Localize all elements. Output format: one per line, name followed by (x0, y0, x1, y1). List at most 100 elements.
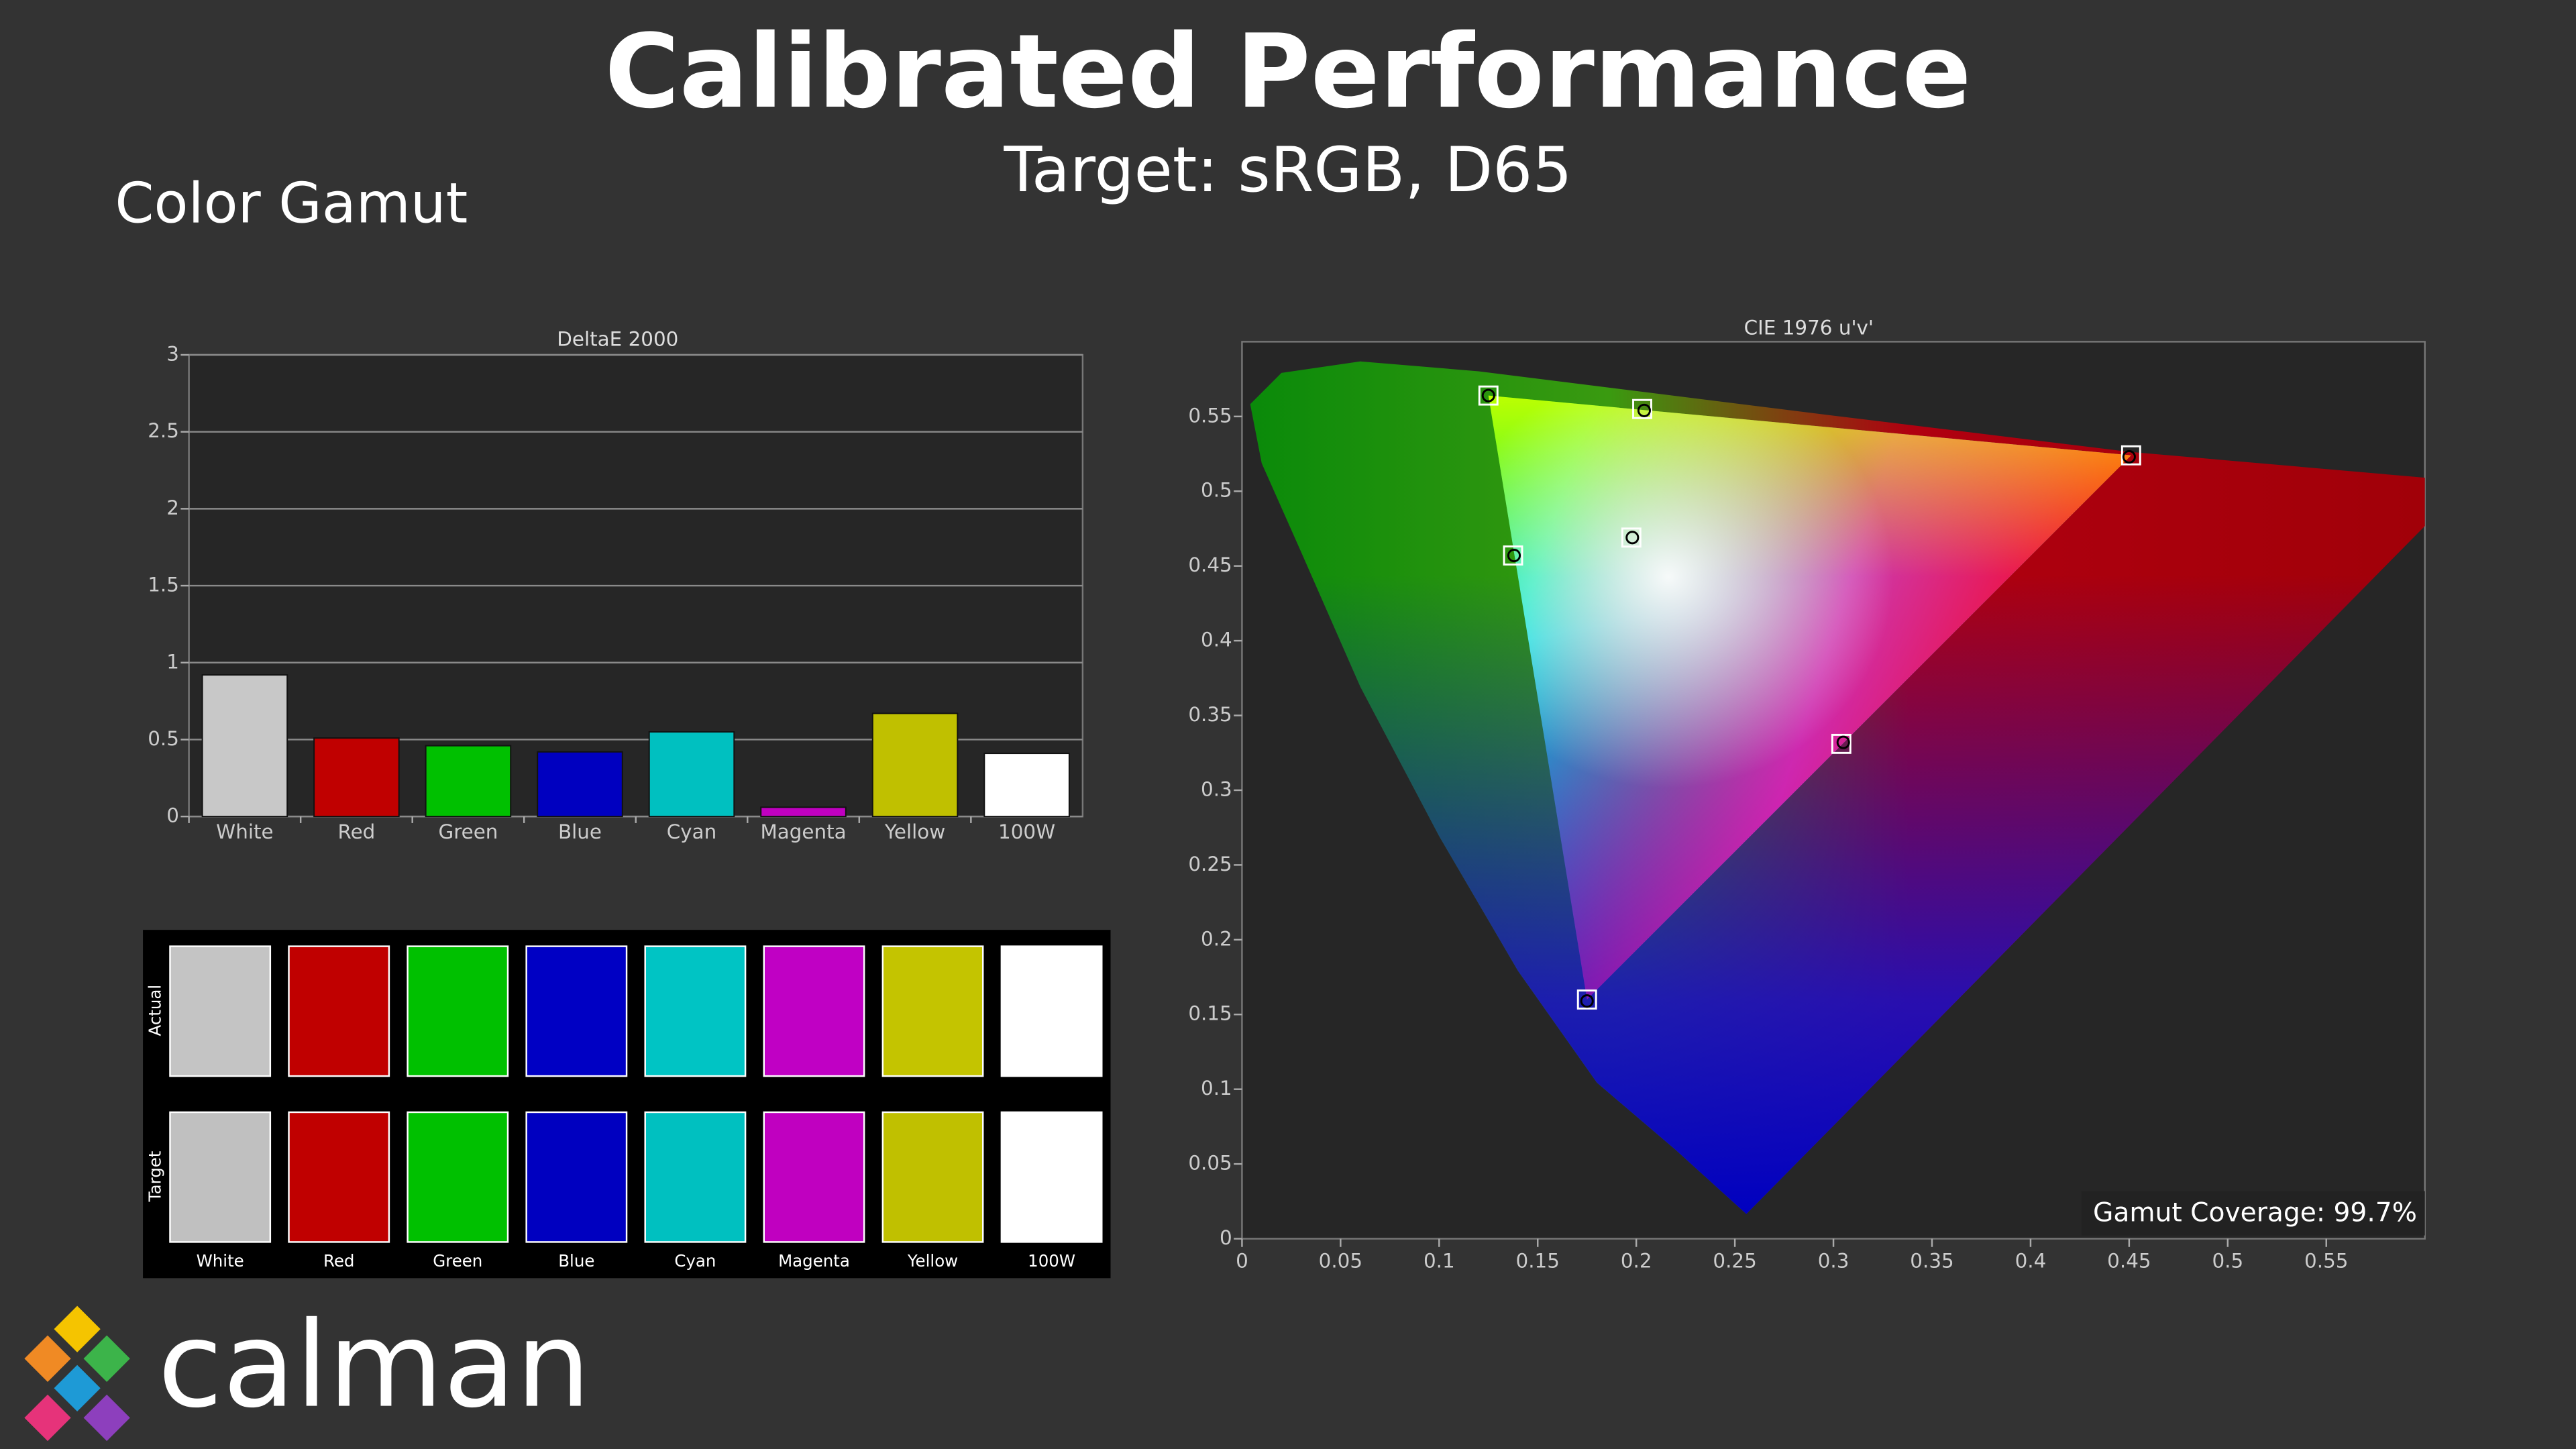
gamut-fill (1488, 395, 2131, 1000)
x-tick-label: 0 (1236, 1249, 1248, 1272)
measured-point (1481, 388, 1495, 402)
gamut-triangle (1488, 395, 2131, 1000)
logo-diamond (83, 1335, 130, 1382)
x-tick-label: 100W (998, 820, 1055, 843)
bar (425, 745, 512, 818)
bar (648, 731, 735, 818)
target-point (1503, 545, 1523, 566)
x-tick-label: Magenta (760, 820, 846, 843)
row-label: Target (146, 1150, 165, 1202)
target-point (1576, 989, 1597, 1010)
target-swatch (881, 1111, 984, 1243)
y-tick-label: 0.55 (1188, 404, 1232, 427)
target-point (1621, 527, 1642, 548)
x-tick-label: 0.55 (2304, 1249, 2348, 1272)
x-tick-label: 0.2 (1621, 1249, 1652, 1272)
actual-swatch (881, 945, 984, 1077)
x-tick-label: Blue (558, 820, 602, 843)
y-tick-label: 0.2 (1201, 927, 1232, 950)
target-swatch (763, 1111, 865, 1243)
actual-swatch (1000, 945, 1103, 1077)
y-tick-label: 0.5 (1201, 479, 1232, 502)
logo-diamond (24, 1394, 71, 1442)
y-tick-label: 0 (1220, 1226, 1232, 1249)
x-tick-label: 0.25 (1713, 1249, 1756, 1272)
x-tick-label: 0.45 (2107, 1249, 2151, 1272)
bar (537, 751, 623, 818)
logo-text: calman (158, 1296, 591, 1434)
x-tick-label: 0.35 (1910, 1249, 1953, 1272)
logo-mark (24, 1305, 130, 1442)
annotation: Gamut Coverage: 99.7% (2093, 1197, 2417, 1228)
target-swatch (169, 1111, 272, 1243)
bar (201, 674, 288, 818)
y-tick-label: 0.5 (148, 727, 179, 750)
x-tick-label: 0.4 (2015, 1249, 2047, 1272)
bar (760, 806, 847, 818)
x-tick-label: Cyan (667, 820, 717, 843)
row-label: Actual (146, 985, 165, 1036)
chart-title: CIE 1976 u'v' (1744, 316, 1874, 339)
logo-diamond (24, 1335, 71, 1382)
target-point (1632, 398, 1652, 419)
y-tick-label: 0 (166, 804, 179, 827)
x-tick-label: 0.5 (2212, 1249, 2243, 1272)
x-tick-label: Green (438, 820, 498, 843)
measured-point (1637, 403, 1651, 417)
y-tick-label: 3 (166, 342, 179, 365)
target-point (1478, 385, 1499, 406)
target-swatch (525, 1111, 628, 1243)
y-tick-label: 0.3 (1201, 777, 1232, 800)
y-tick-label: 0.45 (1188, 553, 1232, 576)
chart-title: DeltaE 2000 (557, 327, 678, 350)
measured-point (1836, 735, 1850, 749)
swatch-label: Cyan (674, 1251, 716, 1271)
swatch-label: Magenta (778, 1251, 850, 1271)
x-tick-label: Yellow (884, 820, 945, 843)
x-tick-label: 0.3 (1818, 1249, 1849, 1272)
actual-swatch (407, 945, 509, 1077)
y-tick-label: 1.5 (148, 574, 179, 596)
swatch-label: Red (323, 1251, 355, 1271)
actual-swatch (525, 945, 628, 1077)
actual-swatch (763, 945, 865, 1077)
page-subtitle: Target: sRGB, D65 (1003, 133, 1572, 206)
measured-point (1625, 531, 1640, 545)
page-title: Calibrated Performance (604, 12, 1971, 131)
section-title: Color Gamut (115, 171, 468, 236)
swatch-label: Green (433, 1251, 482, 1271)
y-tick-label: 2 (166, 496, 179, 519)
x-tick-label: 0.05 (1319, 1249, 1362, 1272)
swatch-label: Yellow (907, 1251, 958, 1271)
x-tick-label: 0.1 (1424, 1249, 1455, 1272)
target-swatch (407, 1111, 509, 1243)
bar (871, 712, 959, 818)
x-tick-label: White (216, 820, 273, 843)
actual-swatch (288, 945, 390, 1077)
bar (313, 737, 400, 818)
measured-point (1507, 549, 1521, 563)
logo-diamond (54, 1305, 101, 1352)
y-tick-label: 1 (166, 650, 179, 673)
x-tick-label: Red (338, 820, 376, 843)
logo-diamond (83, 1394, 130, 1442)
target-swatch (288, 1111, 390, 1243)
swatch-label: 100W (1028, 1251, 1075, 1271)
swatch-label: White (197, 1251, 244, 1271)
y-tick-label: 0.1 (1201, 1077, 1232, 1099)
y-tick-label: 0.35 (1188, 703, 1232, 726)
logo-diamond (54, 1364, 101, 1412)
target-point (2121, 445, 2141, 466)
target-swatch (644, 1111, 747, 1243)
y-tick-label: 0.4 (1201, 629, 1232, 651)
swatch-label: Blue (558, 1251, 594, 1271)
actual-swatch (644, 945, 747, 1077)
measured-point (1580, 994, 1594, 1008)
measured-point (2122, 449, 2136, 464)
target-swatch (1000, 1111, 1103, 1243)
target-point (1831, 733, 1851, 754)
y-tick-label: 0.25 (1188, 853, 1232, 875)
actual-swatch (169, 945, 272, 1077)
